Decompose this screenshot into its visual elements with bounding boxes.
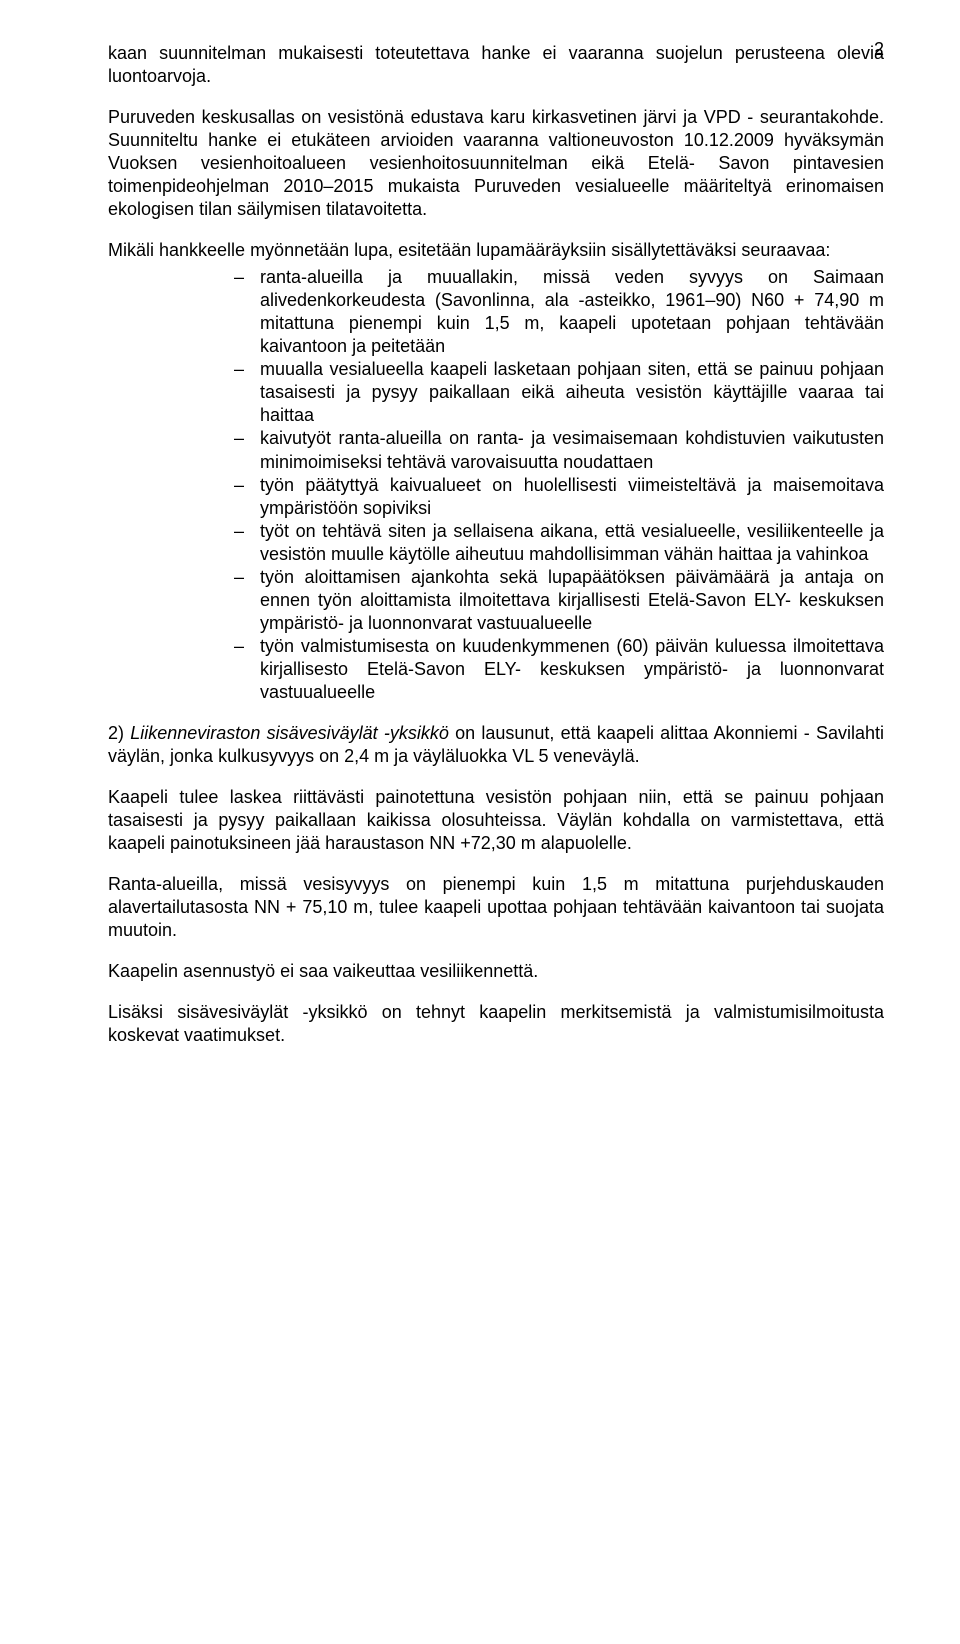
paragraph-4: 2) Liikenneviraston sisävesiväylät -yksi… [108,722,884,768]
paragraph-8: Lisäksi sisävesiväylät -yksikkö on tehny… [108,1001,884,1047]
list-item: työn aloittamisen ajankohta sekä lupapää… [234,566,884,635]
list-item: työn valmistumisesta on kuudenkymmenen (… [234,635,884,704]
page-number: 2 [874,38,884,61]
paragraph-6: Ranta-alueilla, missä vesisyvyys on pien… [108,873,884,942]
list-item: työt on tehtävä siten ja sellaisena aika… [234,520,884,566]
paragraph-1: kaan suunnitelman mukaisesti toteutettav… [108,42,884,88]
bullet-list-intro: Mikäli hankkeelle myönnetään lupa, esite… [108,239,884,262]
bullet-list: ranta-alueilla ja muuallakin, missä vede… [108,266,884,704]
paragraph-7: Kaapelin asennustyö ei saa vaikeuttaa ve… [108,960,884,983]
paragraph-2: Puruveden keskusallas on vesistönä edust… [108,106,884,221]
document-page: 2 kaan suunnitelman mukaisesti toteutett… [0,0,960,1644]
paragraph-4-prefix: 2) [108,723,130,743]
list-item: ranta-alueilla ja muuallakin, missä vede… [234,266,884,358]
list-item: muualla vesialueella kaapeli lasketaan p… [234,358,884,427]
paragraph-4-italic: Liikenneviraston sisävesiväylät -yksikkö [130,723,449,743]
list-item: työn päätyttyä kaivualueet on huolellise… [234,474,884,520]
list-item: kaivutyöt ranta-alueilla on ranta- ja ve… [234,427,884,473]
paragraph-5: Kaapeli tulee laskea riittävästi painote… [108,786,884,855]
